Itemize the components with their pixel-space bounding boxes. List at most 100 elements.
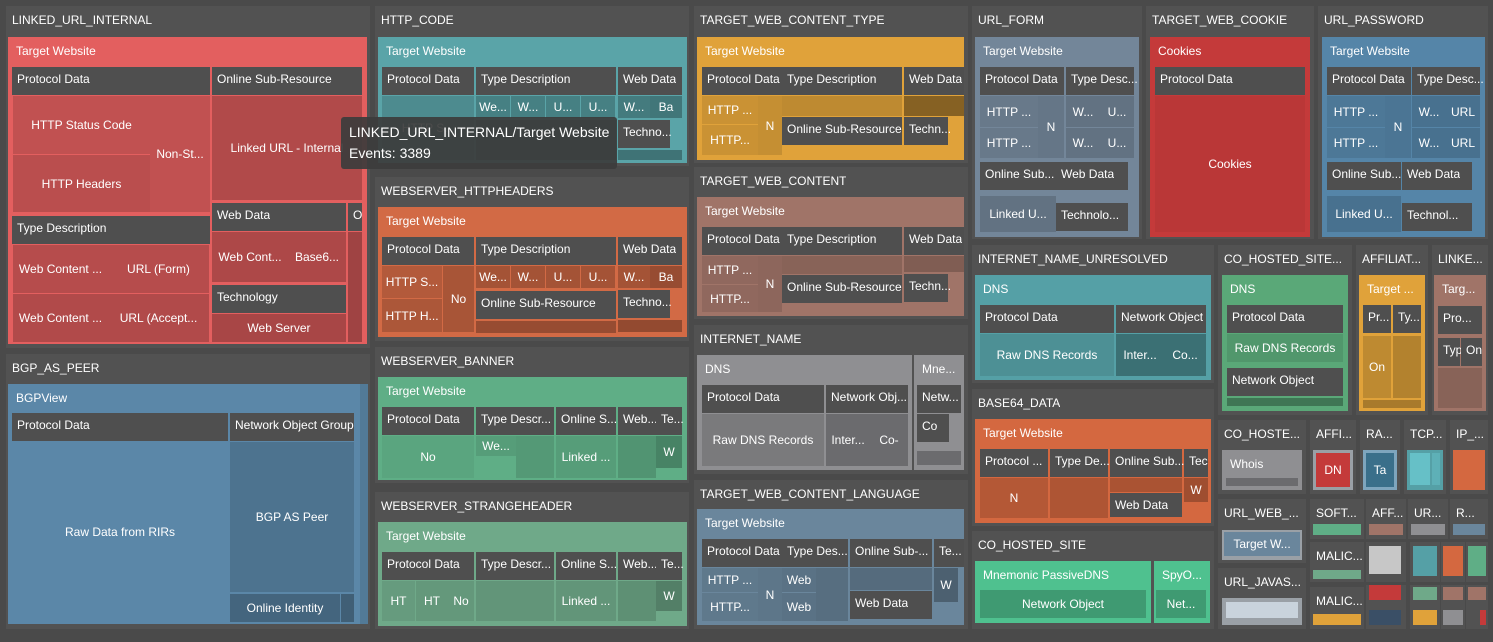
type-description-header[interactable] [476,67,616,95]
techn-header[interactable] [904,117,948,145]
w-cell[interactable] [656,436,682,468]
url-cell[interactable] [1446,128,1480,158]
web-cell[interactable] [618,581,656,621]
http-cell[interactable] [1327,128,1385,158]
te-header[interactable] [656,552,682,580]
base64-cell[interactable] [288,232,346,282]
protocol-header[interactable] [980,449,1048,477]
r-cell[interactable] [1453,524,1485,535]
http-cell[interactable] [980,128,1038,158]
http-cell[interactable] [702,256,758,284]
ht-cell[interactable] [382,581,415,621]
type-description-header[interactable] [782,67,902,95]
type-cell-2[interactable] [516,436,554,478]
http-cell[interactable] [980,96,1038,127]
online-header[interactable] [850,539,932,567]
web-header[interactable] [618,552,656,580]
protocol-data-header[interactable] [1327,67,1411,95]
web-header[interactable] [618,407,656,435]
cookies-cell[interactable] [1155,96,1305,232]
ty-header[interactable] [1393,305,1421,333]
http-headers[interactable] [13,155,150,212]
w-cell[interactable] [1412,128,1446,158]
protocol-data-header[interactable] [382,67,474,95]
net-cell[interactable] [1156,590,1206,618]
web-content-1[interactable] [13,245,108,293]
online-subresource-header[interactable] [212,67,362,95]
protocol-data-header[interactable] [980,305,1114,333]
w-cell[interactable] [934,568,958,602]
n-cell[interactable] [1038,96,1064,158]
u-cell[interactable] [1100,96,1134,127]
url-form[interactable] [108,245,209,293]
no-cell[interactable] [382,436,474,478]
web-content-2[interactable] [13,294,108,342]
web-data-header[interactable] [1110,493,1182,517]
web-cell[interactable] [782,568,816,592]
protocol-data-header[interactable] [1155,67,1305,95]
grey-tile[interactable] [1443,610,1463,625]
base-cell[interactable] [650,96,682,118]
type-header[interactable] [1050,449,1108,477]
type-cell[interactable] [476,96,510,118]
technology-header[interactable] [1056,203,1128,231]
ty-cells[interactable] [1393,336,1421,398]
raw-dns-cell[interactable] [1227,334,1343,362]
http-status-code[interactable] [13,96,150,154]
techno-header[interactable] [618,290,670,318]
target-w-cell[interactable] [1224,532,1300,556]
pr-header[interactable] [1363,305,1391,333]
n-cell[interactable] [758,96,782,155]
type-cell[interactable] [476,436,516,456]
base-cell[interactable] [650,266,682,288]
n-cell[interactable] [758,256,782,312]
tec-header[interactable] [1184,449,1208,477]
network-object[interactable] [980,590,1146,618]
orange-tile[interactable] [1443,546,1463,576]
http-status[interactable] [382,266,442,298]
online-header[interactable] [1327,162,1401,190]
http-cell[interactable] [702,96,758,124]
w-cell[interactable] [1412,96,1446,127]
no-cell[interactable] [448,581,474,621]
linke-cells[interactable] [1438,368,1482,408]
malic-cell[interactable] [1313,570,1361,579]
n-cell[interactable] [980,478,1048,518]
type-des-header[interactable] [782,539,848,567]
online-lower[interactable] [476,321,616,333]
brown-tile[interactable] [1443,587,1463,600]
http-cell[interactable] [702,285,758,312]
w-cell[interactable] [1066,128,1100,158]
type-cells[interactable] [476,581,554,621]
protocol-data-header[interactable] [12,67,210,95]
network-object-header[interactable] [1227,368,1343,396]
brown-tile[interactable] [1468,587,1486,600]
web-cell[interactable] [618,96,650,118]
type-description-header[interactable] [476,237,616,265]
bgp-as-peer[interactable] [230,442,354,592]
typ-header[interactable] [1438,338,1460,366]
u-cell[interactable] [1100,128,1134,158]
http-cell[interactable] [702,568,758,592]
type-desc-header[interactable] [1066,67,1134,95]
o-header[interactable] [348,203,362,231]
raw-data-rirs[interactable] [12,442,228,622]
web-cells[interactable] [904,256,964,272]
web-data-header[interactable] [1402,162,1472,190]
linked-cell[interactable] [556,581,616,621]
type-description-header[interactable] [12,216,210,244]
linked-cell[interactable] [980,196,1056,232]
web-data-header[interactable] [904,67,964,95]
protocol-data-header[interactable] [702,227,782,255]
a-cell[interactable] [1369,546,1401,574]
n-cell[interactable] [1385,96,1411,158]
raw-dns-records[interactable] [980,334,1114,376]
type-cell[interactable] [511,96,545,118]
tcp-cell[interactable] [1410,453,1430,485]
protocol-data-header[interactable] [702,67,782,95]
protocol-data-header[interactable] [12,413,228,441]
dns-footer[interactable] [1227,398,1343,406]
n-cell[interactable] [758,568,782,621]
technology-header[interactable] [1402,203,1472,231]
bgp-small[interactable] [341,594,354,622]
